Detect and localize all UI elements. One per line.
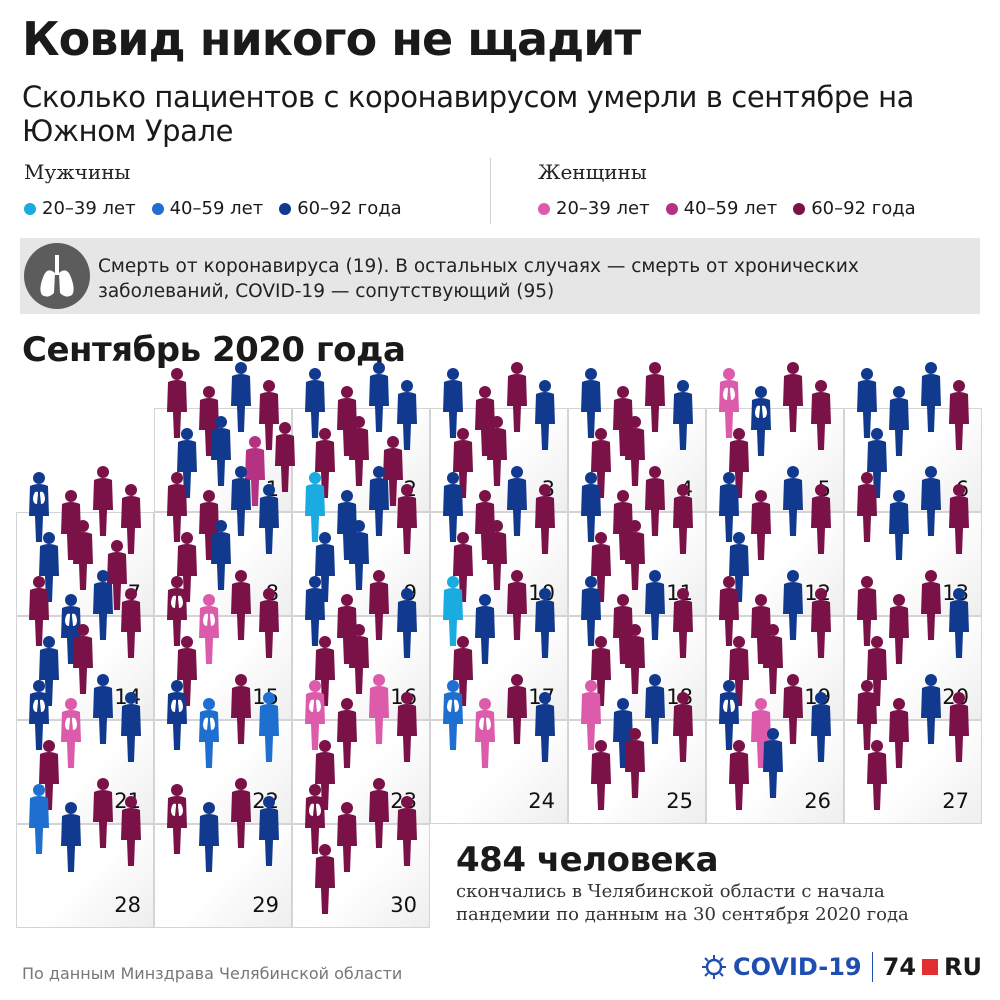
day-number: 3 (541, 477, 555, 501)
day-number: 25 (666, 789, 693, 813)
info-box: Смерть от коронавируса (19). В остальных… (20, 238, 980, 314)
day-number: 20 (942, 685, 969, 709)
total-description: скончались в Челябинской области с начал… (456, 881, 909, 925)
legend-women-heading: Женщины (538, 160, 647, 184)
calendar-day-cell: 9 (292, 512, 430, 616)
calendar-day-cell: 1 (154, 408, 292, 512)
calendar-day-cell: 16 (292, 616, 430, 720)
calendar-day-cell: 24 (430, 720, 568, 824)
day-number: 11 (666, 581, 693, 605)
legend-item: 60–92 года (279, 198, 402, 219)
legend-women: 20–39 лет 40–59 лет 60–92 года (538, 198, 916, 219)
day-number: 18 (666, 685, 693, 709)
legend-label: 60–92 года (297, 198, 402, 219)
day-number: 12 (804, 581, 831, 605)
day-number: 22 (252, 789, 279, 813)
legend-men: 20–39 лет 40–59 лет 60–92 года (24, 198, 402, 219)
source-note: По данным Минздрава Челябинской области (22, 964, 403, 983)
day-number: 28 (114, 893, 141, 917)
calendar-day-cell: 21 (16, 720, 154, 824)
legend-item: 20–39 лет (24, 198, 136, 219)
day-number: 9 (403, 581, 417, 605)
day-number: 15 (252, 685, 279, 709)
brand-site-domain: RU (944, 953, 982, 981)
legend-dot (538, 202, 550, 215)
legend-dot (793, 202, 806, 215)
calendar-day-cell: 3 (430, 408, 568, 512)
virus-icon (702, 955, 727, 979)
legend-dot (151, 202, 164, 215)
calendar-day-cell: 8 (154, 512, 292, 616)
day-number: 4 (679, 477, 693, 501)
day-number: 14 (114, 685, 141, 709)
calendar-day-cell: 7 (16, 512, 154, 616)
day-number: 13 (942, 581, 969, 605)
day-number: 1 (265, 477, 279, 501)
calendar-day-cell: 27 (844, 720, 982, 824)
day-number: 7 (127, 581, 141, 605)
day-number: 19 (804, 685, 831, 709)
page-title: Ковид никого не щадит (22, 12, 641, 66)
legend-label: 40–59 лет (169, 198, 264, 219)
total-count: 484 человека (456, 840, 719, 880)
calendar-day-cell: 22 (154, 720, 292, 824)
calendar-day-cell: 14 (16, 616, 154, 720)
calendar-day-cell: 26 (706, 720, 844, 824)
lungs-icon (24, 243, 90, 309)
brand-logo: COVID-19 74 RU (701, 952, 982, 982)
day-number: 26 (804, 789, 831, 813)
day-number: 29 (252, 893, 279, 917)
calendar-day-cell: 30 (292, 824, 430, 928)
calendar-day-cell: 23 (292, 720, 430, 824)
day-number: 16 (390, 685, 417, 709)
day-number: 27 (942, 789, 969, 813)
day-number: 5 (817, 477, 831, 501)
legend-men-heading: Мужчины (24, 160, 131, 184)
calendar-day-cell: 20 (844, 616, 982, 720)
legend-label: 20–39 лет (556, 198, 650, 219)
day-number: 17 (528, 685, 555, 709)
info-text: Смерть от коронавируса (19). В остальных… (98, 256, 859, 302)
calendar-day-cell: 6 (844, 408, 982, 512)
legend-label: 40–59 лет (683, 198, 778, 219)
calendar-day-cell: 25 (568, 720, 706, 824)
legend-dot (24, 202, 36, 215)
calendar-day-cell: 29 (154, 824, 292, 928)
legend-label: 60–92 года (811, 198, 916, 219)
day-number: 6 (955, 477, 969, 501)
month-heading: Сентябрь 2020 года (22, 330, 406, 370)
legend-label: 20–39 лет (42, 198, 136, 219)
calendar-day-cell: 13 (844, 512, 982, 616)
legend-dot (665, 202, 678, 215)
legend-item: 60–92 года (793, 198, 916, 219)
day-number: 23 (390, 789, 417, 813)
brand-square-icon (922, 959, 939, 975)
calendar-day-cell: 18 (568, 616, 706, 720)
calendar-day-cell: 11 (568, 512, 706, 616)
calendar-day-cell: 2 (292, 408, 430, 512)
day-number: 21 (114, 789, 141, 813)
calendar-day-cell: 17 (430, 616, 568, 720)
brand-site-number: 74 (882, 953, 917, 981)
legend-dot (279, 202, 292, 215)
brand-separator (871, 952, 873, 982)
day-number: 30 (390, 893, 417, 917)
calendar-day-cell: 15 (154, 616, 292, 720)
legend-item: 20–39 лет (538, 198, 650, 219)
legend-item: 40–59 лет (665, 198, 778, 219)
calendar-day-cell: 19 (706, 616, 844, 720)
calendar-day-cell: 5 (706, 408, 844, 512)
calendar-day-cell: 4 (568, 408, 706, 512)
legend-item: 40–59 лет (151, 198, 264, 219)
day-number: 8 (265, 581, 279, 605)
calendar-day-cell: 10 (430, 512, 568, 616)
calendar-day-cell: 28 (16, 824, 154, 928)
day-number: 10 (528, 581, 555, 605)
day-number: 2 (403, 477, 417, 501)
legend-divider (490, 158, 491, 224)
page-subtitle: Сколько пациентов с коронавирусом умерли… (22, 80, 915, 148)
brand-covid-text: COVID-19 (733, 953, 862, 981)
day-number: 24 (528, 789, 555, 813)
calendar-day-cell: 12 (706, 512, 844, 616)
